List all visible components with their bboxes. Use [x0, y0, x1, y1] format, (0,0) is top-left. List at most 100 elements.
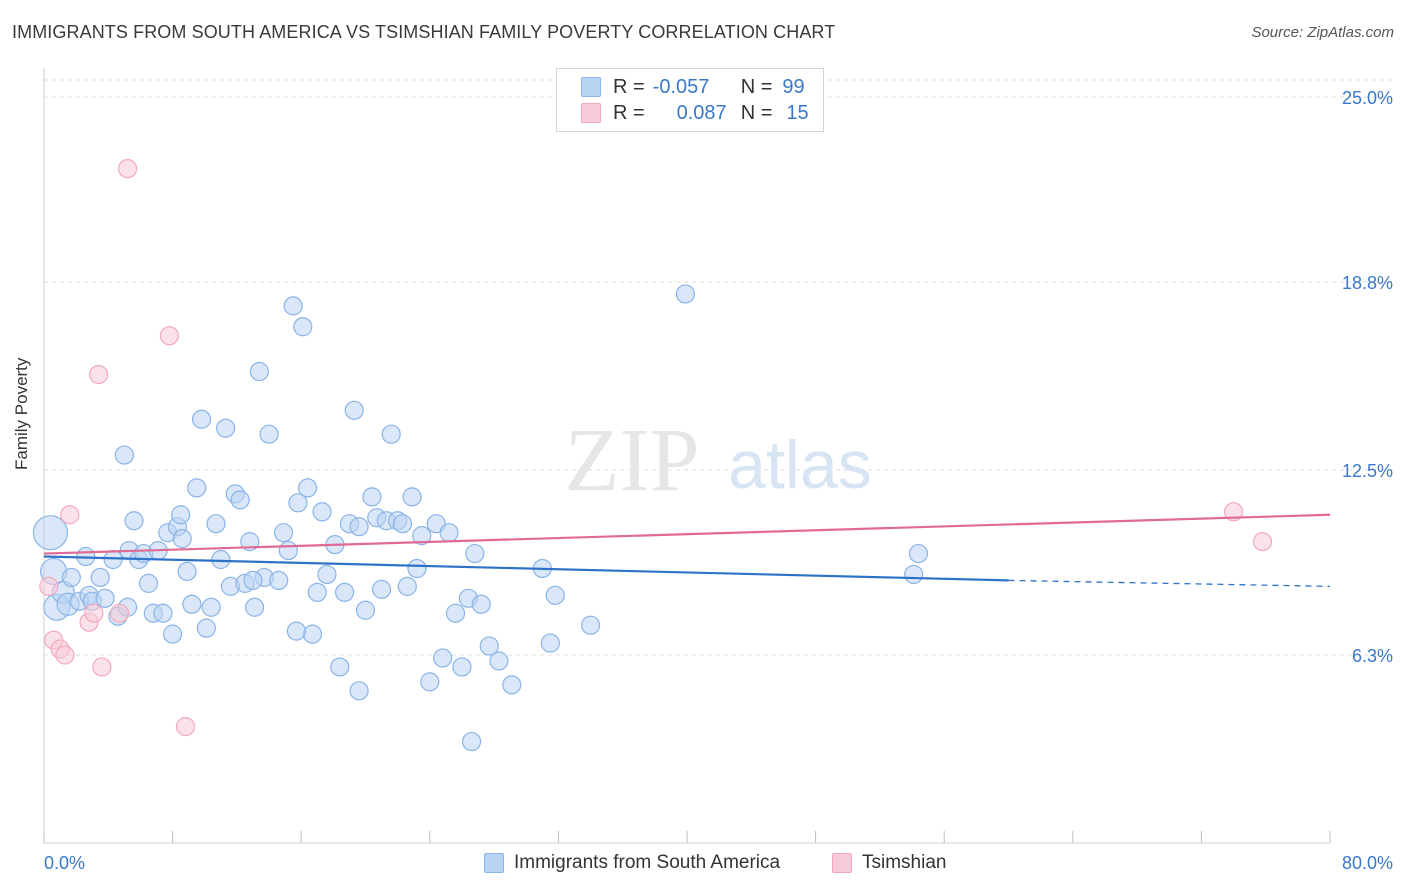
immigrants-point	[402, 487, 422, 507]
immigrants-point	[335, 582, 355, 602]
legend-r-label: R =	[613, 75, 645, 98]
bottom-legend-swatch-tsimshian	[832, 853, 852, 873]
immigrants-point	[471, 594, 491, 614]
immigrants-point	[904, 564, 924, 585]
tsimshian-point	[117, 159, 138, 179]
immigrants-point	[211, 549, 231, 570]
immigrants-point	[61, 567, 81, 588]
immigrants-point	[103, 549, 123, 570]
legend-row-immigrants: R = -0.057 N = 99	[581, 74, 805, 100]
tick-labels: 6.3% 12.5% 18.8% 25.0% 0.0% 80.0%	[44, 88, 1393, 873]
immigrants-point	[412, 526, 432, 546]
correlation-legend: R = -0.057 N = 99 R = 0.087 N = 15	[556, 68, 824, 132]
y-tick-label-2: 18.8%	[1342, 273, 1393, 293]
tsimshian-point	[109, 603, 130, 623]
immigrants-point	[908, 543, 929, 564]
immigrants-point	[206, 514, 226, 534]
immigrants-point	[187, 478, 207, 498]
immigrants-point	[32, 515, 69, 551]
immigrants-point	[397, 576, 417, 596]
immigrants-point	[138, 573, 159, 593]
immigrants-point	[349, 517, 369, 537]
immigrants-point	[362, 487, 382, 507]
immigrants-point	[465, 543, 485, 564]
tsimshian-point	[1223, 502, 1244, 522]
immigrants-point	[355, 600, 376, 620]
series-immigrants-points	[32, 284, 929, 752]
immigrants-point	[182, 594, 202, 614]
trend-lines	[43, 513, 1331, 588]
legend-swatch-immigrants	[581, 77, 601, 97]
grid-lines	[44, 79, 1392, 656]
immigrants-point	[114, 445, 134, 465]
tsimshian-point	[1252, 532, 1273, 552]
immigrants-point	[196, 618, 216, 638]
immigrants-point	[381, 424, 401, 444]
immigrants-point	[439, 523, 459, 543]
immigrants-point	[273, 523, 294, 543]
immigrants-point	[433, 648, 453, 668]
bottom-legend-immigrants: Immigrants from South America	[484, 852, 780, 874]
tsimshian-point	[89, 364, 109, 385]
chart-title: IMMIGRANTS FROM SOUTH AMERICA VS TSIMSHI…	[12, 22, 836, 42]
immigrants-point	[90, 567, 110, 588]
immigrants-point	[230, 490, 250, 510]
immigrants-point	[259, 424, 279, 444]
axes	[43, 68, 1331, 844]
legend-n-value-tsimshian: 15	[786, 101, 809, 124]
x-tick-label-min: 0.0%	[44, 853, 85, 873]
tsimshian-point	[55, 645, 75, 665]
bottom-legend-swatch-immigrants	[484, 853, 504, 873]
immigrants-point	[317, 564, 337, 585]
immigrants-point	[302, 624, 323, 644]
trend-line-tsimshian	[43, 513, 1331, 555]
tsimshian-point	[39, 576, 59, 596]
immigrants-point	[216, 418, 236, 438]
legend-swatch-tsimshian	[581, 103, 601, 123]
immigrants-point	[288, 493, 308, 513]
immigrants-point	[172, 529, 192, 549]
immigrants-point	[540, 633, 560, 653]
source-label: Source: ZipAtlas.com	[1251, 24, 1394, 41]
immigrants-point	[489, 651, 509, 671]
immigrants-point	[124, 511, 144, 531]
immigrants-point	[502, 675, 522, 695]
series-tsimshian-points	[39, 159, 1273, 737]
legend-n-label: N =	[740, 75, 773, 98]
immigrants-point	[330, 657, 350, 677]
legend-row-tsimshian: R = 0.087 N = 15	[581, 100, 809, 126]
y-tick-label-0: 6.3%	[1352, 646, 1393, 666]
watermark-atlas: atlas	[728, 427, 872, 503]
legend-n-value-immigrants: 99	[782, 75, 805, 98]
immigrants-point	[479, 636, 499, 656]
immigrants-point	[191, 409, 212, 429]
watermark-zip: ZIP	[565, 411, 700, 510]
immigrants-point	[95, 588, 115, 608]
immigrants-point	[201, 597, 221, 617]
immigrants-point	[163, 624, 183, 644]
immigrants-point	[249, 361, 270, 382]
immigrants-point	[580, 615, 601, 635]
immigrants-point	[177, 561, 197, 582]
immigrants-point	[312, 502, 332, 522]
bottom-legend-label-immigrants: Immigrants from South America	[514, 852, 781, 873]
immigrants-point	[420, 672, 440, 692]
tsimshian-point	[84, 603, 104, 623]
tsimshian-point	[92, 657, 112, 677]
immigrants-point	[349, 681, 369, 701]
immigrants-point	[298, 478, 318, 498]
tsimshian-point	[159, 326, 179, 346]
immigrants-point	[153, 603, 173, 623]
legend-r-label: R =	[613, 101, 645, 124]
immigrants-point	[452, 657, 472, 677]
immigrants-point	[461, 731, 482, 752]
x-tick-label-max: 80.0%	[1342, 853, 1393, 873]
immigrants-point	[293, 317, 313, 337]
immigrants-point	[344, 400, 364, 420]
immigrants-point	[445, 603, 466, 623]
immigrants-point	[407, 558, 427, 579]
legend-r-value-tsimshian: 0.087	[676, 101, 727, 124]
immigrants-point	[545, 585, 565, 605]
immigrants-point	[307, 582, 327, 602]
